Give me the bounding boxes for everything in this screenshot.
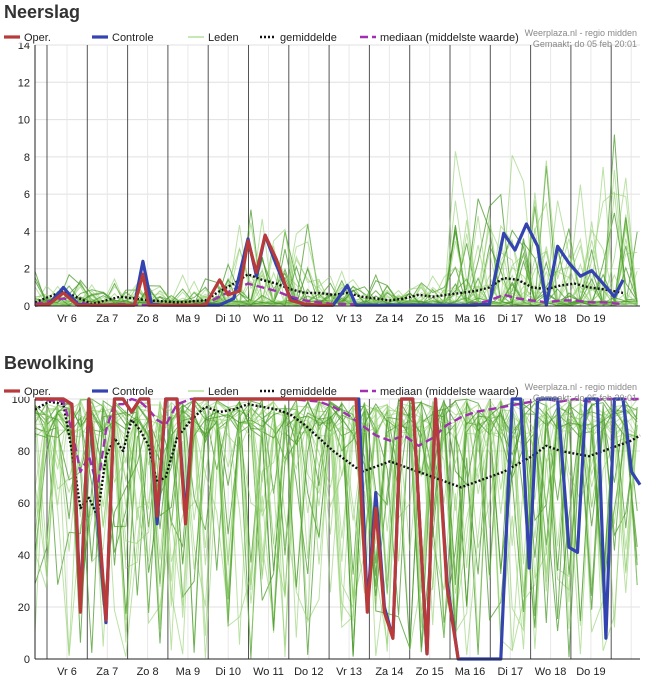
y-tick-label: 2 [24,264,30,276]
y-tick-label: 6 [24,189,30,201]
leden-member-line [34,398,638,651]
leden-lines [34,397,638,659]
legend-label-oper: Oper. [24,386,51,398]
y-tick-label: 0 [24,301,30,313]
y-tick-label: 12 [18,77,30,89]
legend-label-controle: Controle [112,32,154,44]
y-tick-label: 80 [18,446,30,458]
x-tick-label: Zo 15 [416,313,444,325]
credit-line2: Gemaakt: do 05 feb 20:01 [533,39,637,49]
y-tick-label: 40 [18,550,30,562]
legend-label-leden: Leden [208,32,239,44]
legend-label-mediaan: mediaan (middelste waarde) [380,32,519,44]
panel-title-bewolking: Bewolking [4,353,95,373]
x-tick-label: Za 7 [96,666,118,678]
x-tick-label: Vr 6 [57,313,77,325]
legend-label-controle: Controle [112,386,154,398]
x-tick-label: Vr 13 [336,666,362,678]
legend-label-oper: Oper. [24,32,51,44]
series-line-oper [35,397,460,660]
series-line-oper [34,233,334,307]
x-tick-label: Di 10 [215,313,241,325]
x-tick-label: Di 17 [497,666,523,678]
series-line-gemiddelde [34,400,641,518]
leden-member-line [34,134,638,307]
panel-title-neerslag: Neerslag [4,2,81,22]
leden-member-line [34,216,638,307]
x-tick-label: Wo 18 [535,313,567,325]
x-tick-label: Za 14 [375,313,403,325]
leden-member-line [34,399,638,655]
x-tick-label: Di 17 [497,313,523,325]
legend-label-leden: Leden [208,386,239,398]
credit-line2: Gemaakt: do 05 feb 20:01 [533,393,637,403]
x-tick-label: Do 12 [294,666,323,678]
x-tick-label: Do 19 [576,313,605,325]
legend-label-gemiddelde: gemiddelde [280,32,337,44]
series-line-mediaan [34,397,640,489]
x-tick-label: Wo 11 [253,666,284,678]
y-tick-label: 8 [24,152,30,164]
credit-line1: Weerplaza.nl - regio midden [525,28,637,38]
leden-member-line [34,160,638,307]
x-tick-label: Wo 11 [253,313,284,325]
x-tick-label: Zo 8 [137,313,159,325]
y-tick-label: 0 [24,654,30,666]
x-tick-label: Do 12 [294,313,323,325]
y-tick-label: 4 [24,226,30,238]
legend-label-mediaan: mediaan (middelste waarde) [380,386,519,398]
leden-lines [34,134,638,308]
x-tick-label: Za 7 [96,313,118,325]
x-tick-label: Vr 13 [336,313,362,325]
y-tick-label: 10 [18,115,30,127]
y-tick-label: 20 [18,602,30,614]
x-tick-label: Wo 18 [535,666,567,678]
x-tick-label: Zo 8 [137,666,159,678]
x-tick-label: Di 10 [215,666,241,678]
y-tick-label: 60 [18,498,30,510]
x-tick-label: Ma 16 [455,313,486,325]
x-tick-label: Do 19 [576,666,605,678]
x-tick-label: Za 14 [375,666,403,678]
x-tick-label: Ma 9 [176,313,200,325]
x-tick-label: Zo 15 [416,666,444,678]
x-tick-label: Vr 6 [57,666,77,678]
legend-label-gemiddelde: gemiddelde [280,386,337,398]
credit-line1: Weerplaza.nl - regio midden [525,382,637,392]
leden-member-line [34,398,638,657]
x-tick-label: Ma 16 [455,666,486,678]
x-tick-label: Ma 9 [176,666,200,678]
